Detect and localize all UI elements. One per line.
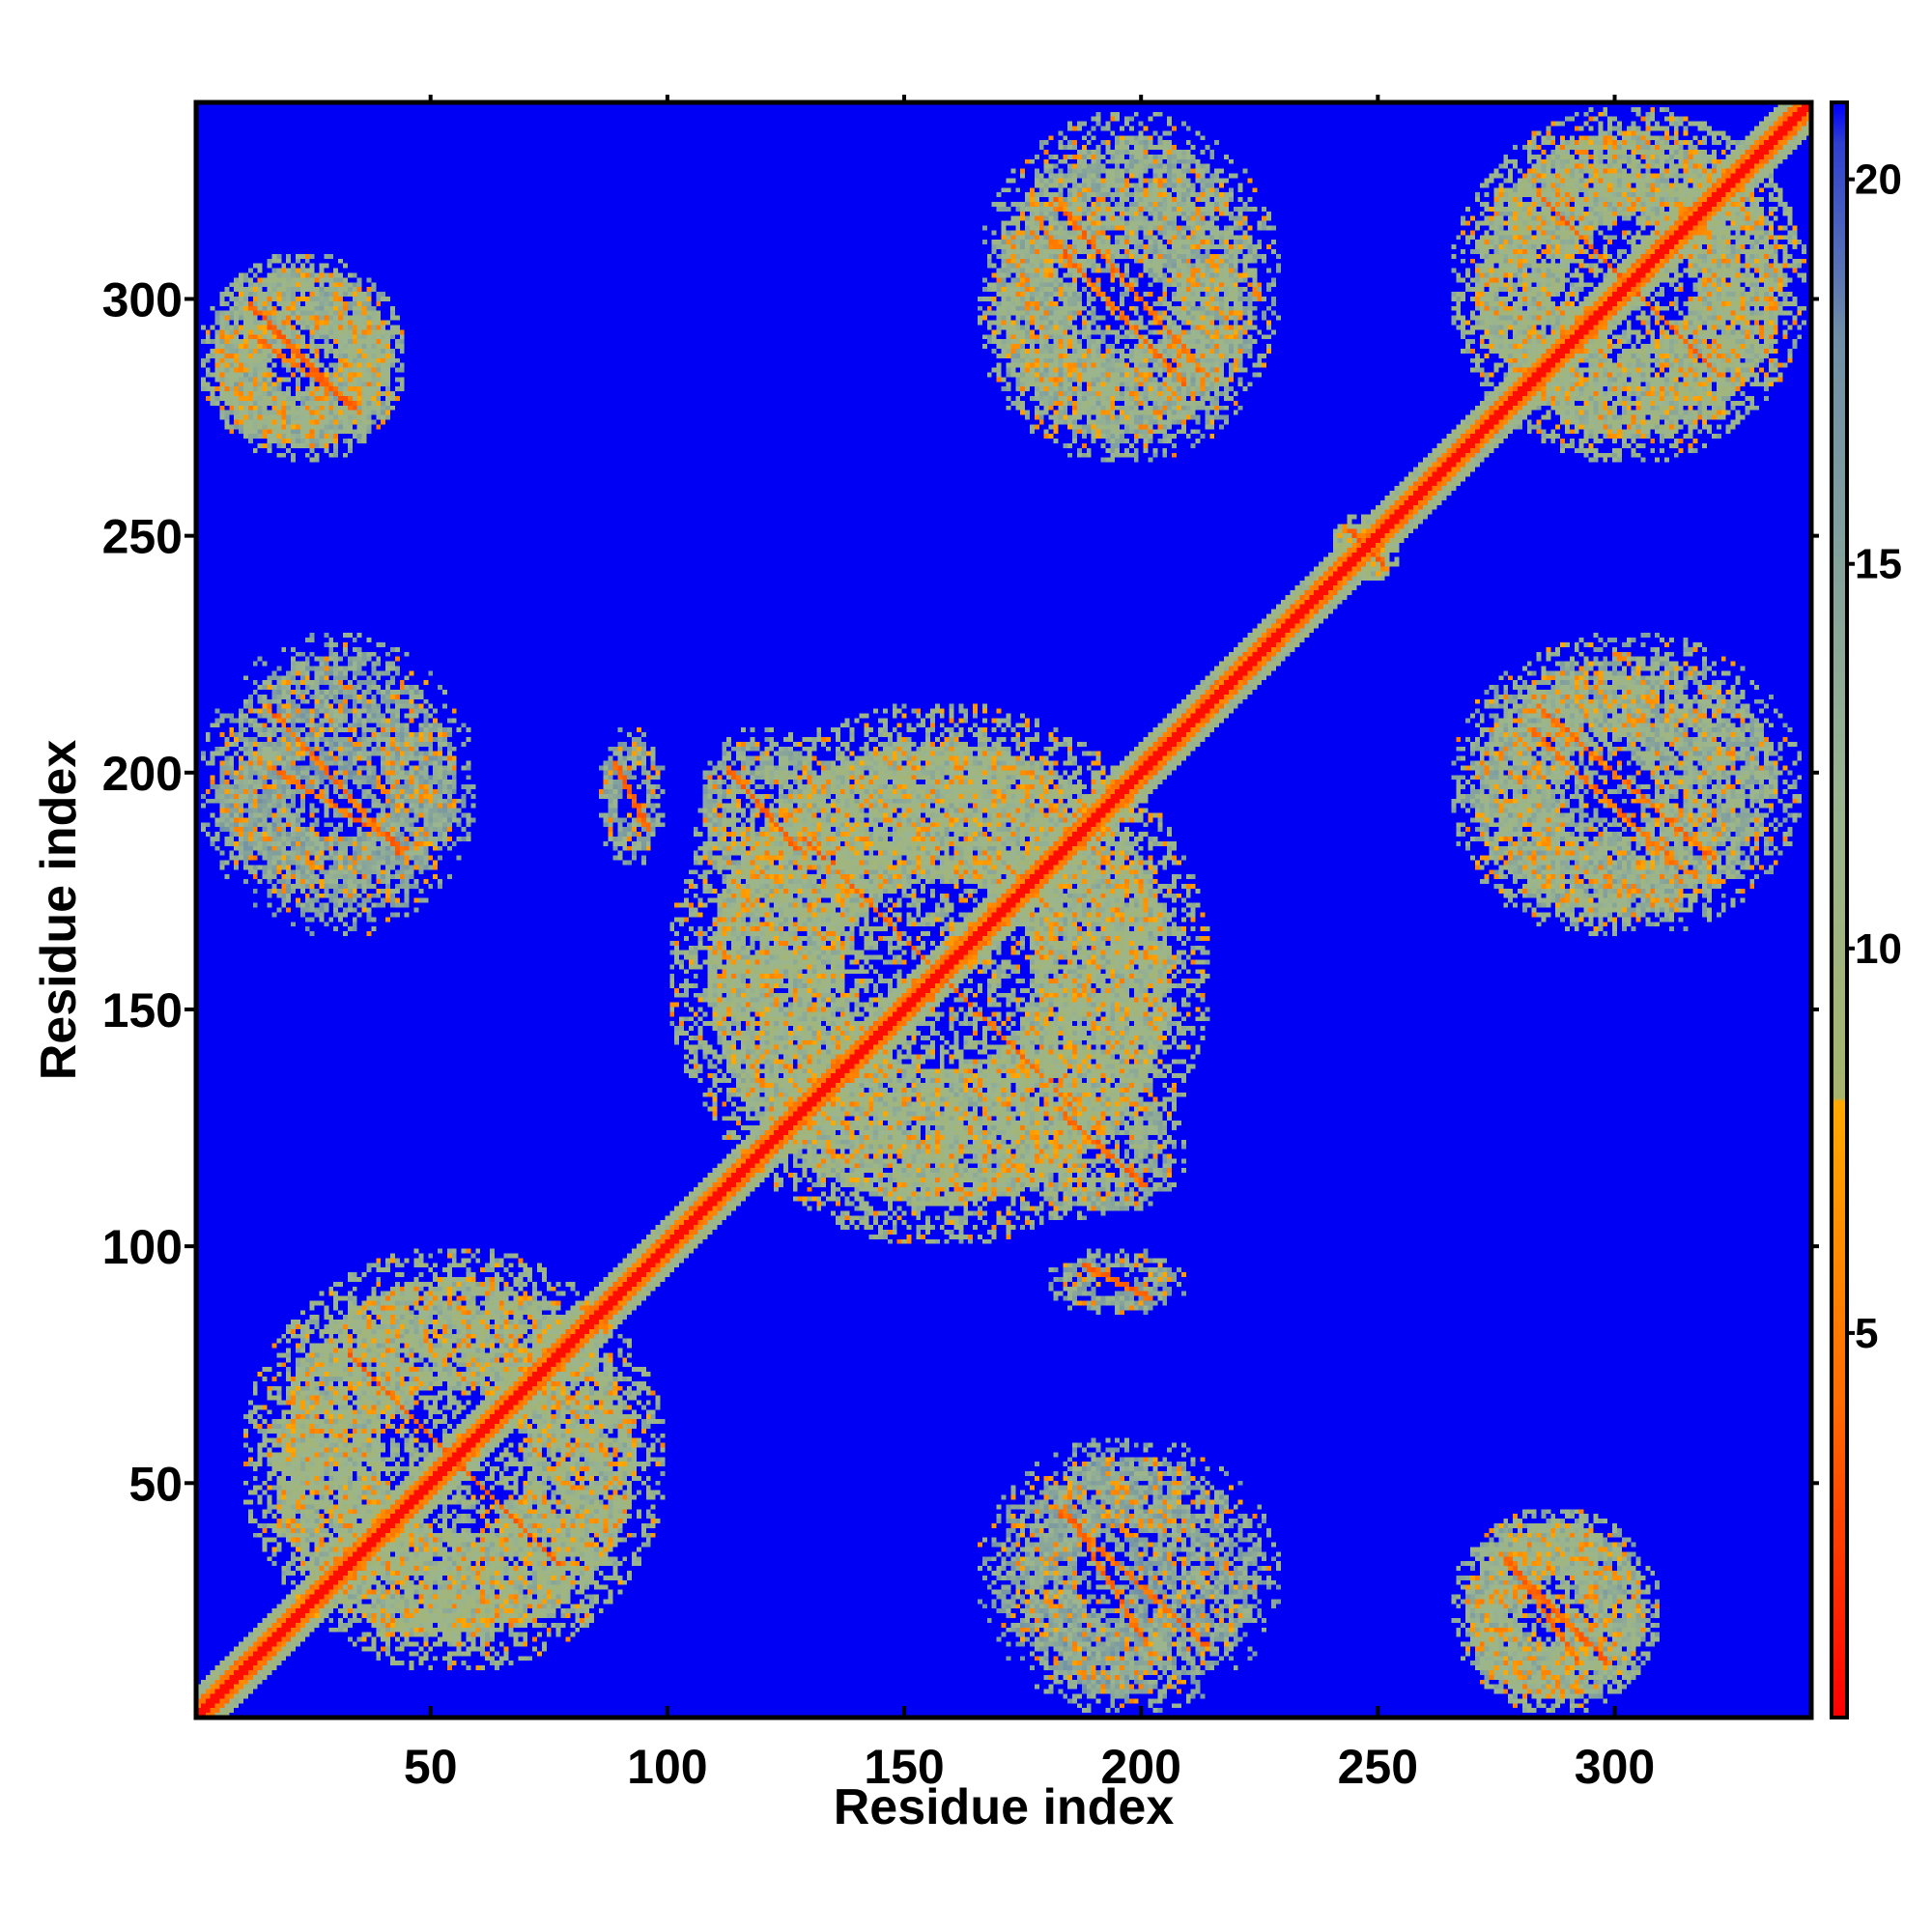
y-tick-label: 50 bbox=[128, 1457, 183, 1511]
colorbar-ticks: 5 10 15 20 bbox=[1847, 156, 1902, 1357]
x-tick-label: 300 bbox=[1575, 1740, 1655, 1794]
y-tick-label: 100 bbox=[102, 1220, 183, 1274]
x-tick-label: 50 bbox=[404, 1740, 458, 1794]
x-tick-label: 250 bbox=[1338, 1740, 1418, 1794]
heatmap-plot-area bbox=[196, 102, 1811, 1718]
x-tick-label: 200 bbox=[1100, 1740, 1180, 1794]
colorbar bbox=[1832, 102, 1847, 1718]
y-axis-ticks: 50 100 150 200 250 300 bbox=[102, 272, 1819, 1511]
y-tick-label: 200 bbox=[102, 747, 183, 801]
colorbar-tick-label: 20 bbox=[1855, 156, 1902, 204]
plot-frame bbox=[193, 99, 1814, 1720]
x-tick-label: 150 bbox=[864, 1740, 944, 1794]
y-tick-label: 300 bbox=[102, 272, 183, 327]
x-axis-title: Residue index bbox=[834, 1779, 1175, 1835]
colorbar-tick-label: 10 bbox=[1855, 925, 1902, 973]
colorbar-tick-label: 15 bbox=[1855, 541, 1902, 588]
y-axis-title: Residue index bbox=[31, 740, 87, 1081]
x-tick-label: 100 bbox=[627, 1740, 707, 1794]
colorbar-tick-label: 5 bbox=[1855, 1310, 1878, 1357]
colorbar-frame bbox=[1830, 100, 1849, 1719]
x-axis-ticks: 50 100 150 200 250 300 bbox=[404, 95, 1655, 1794]
y-tick-label: 150 bbox=[102, 983, 183, 1037]
y-tick-label: 250 bbox=[102, 510, 183, 564]
